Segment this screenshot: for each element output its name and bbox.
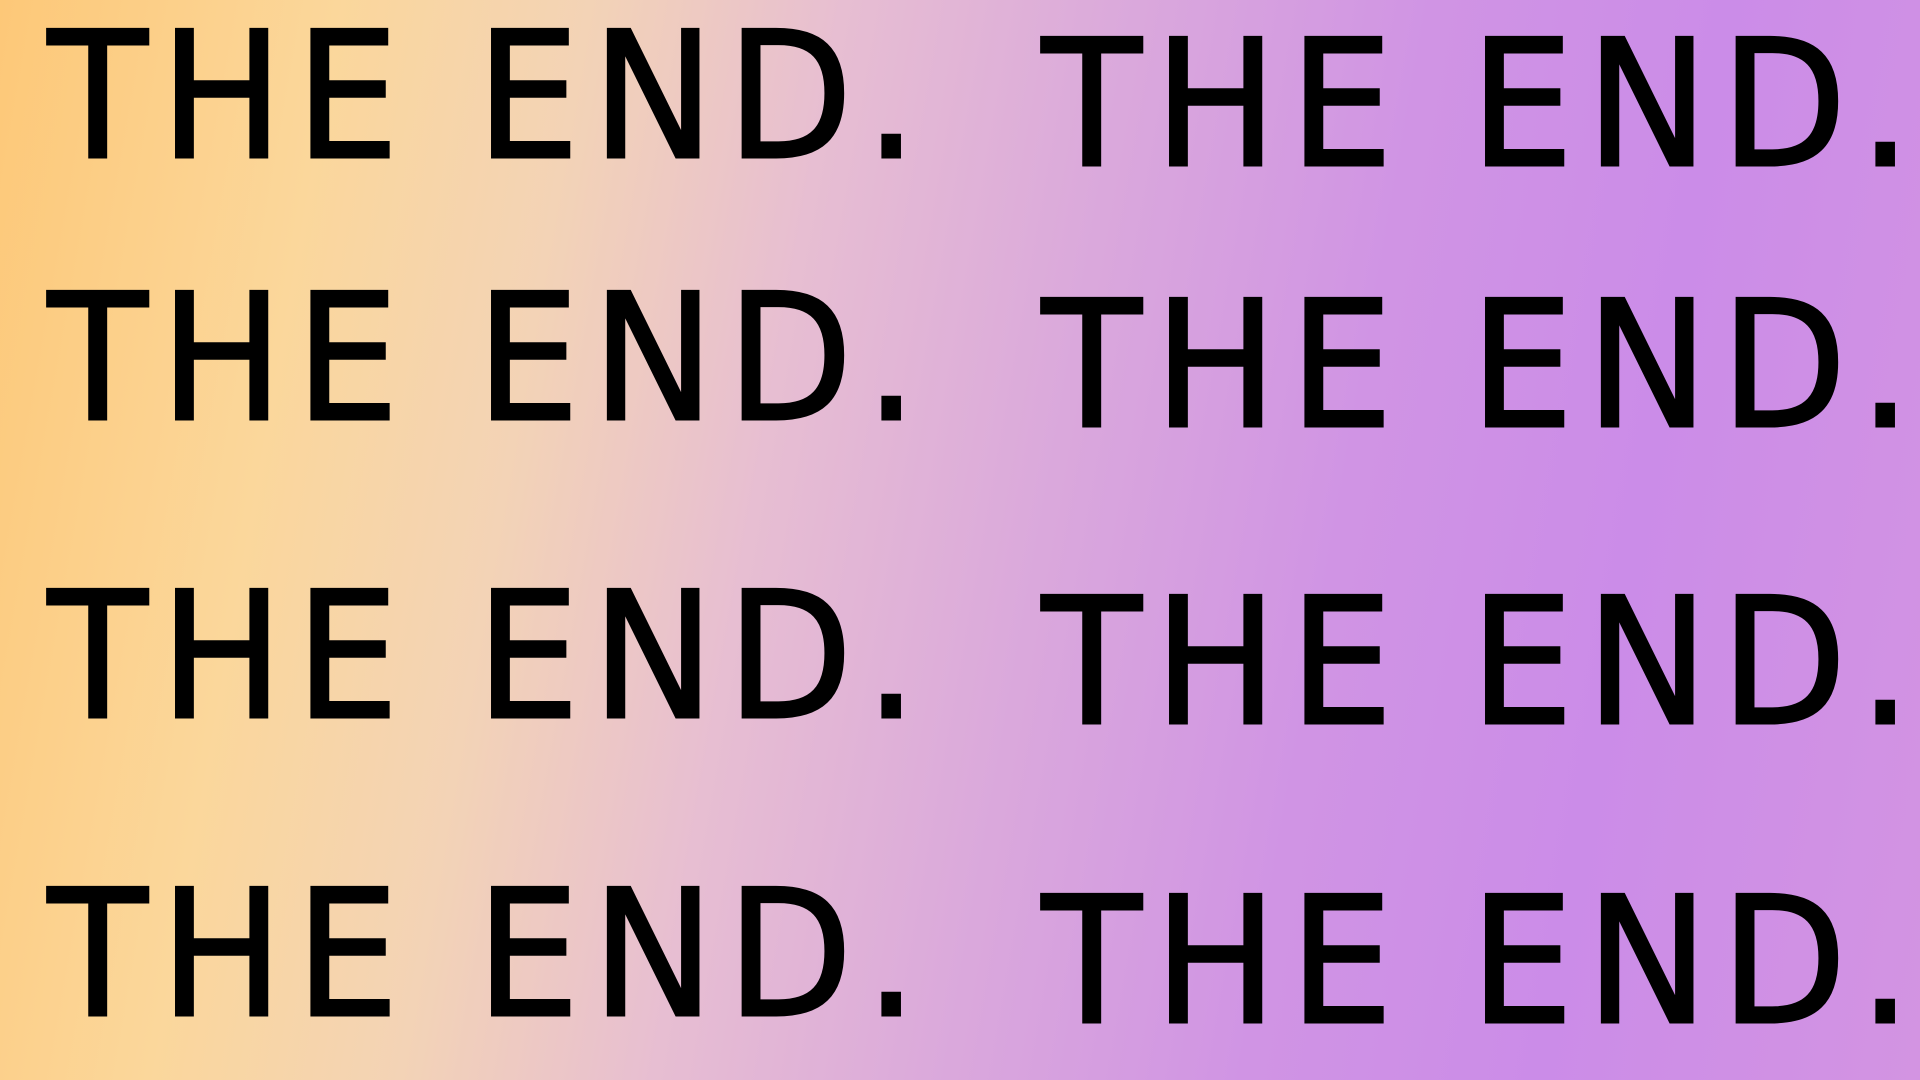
- phrase-row1-right: THE END.: [1041, 4, 1920, 207]
- phrase-row3-left: THE END.: [47, 556, 931, 759]
- phrase-row4-left: THE END.: [47, 854, 931, 1057]
- phrase-row4-right: THE END.: [1041, 861, 1920, 1064]
- phrase-row3-right: THE END.: [1041, 562, 1920, 765]
- phrase-row2-left: THE END.: [47, 258, 931, 461]
- phrase-row2-right: THE END.: [1041, 265, 1920, 468]
- phrase-row1-left: THE END.: [47, 0, 931, 199]
